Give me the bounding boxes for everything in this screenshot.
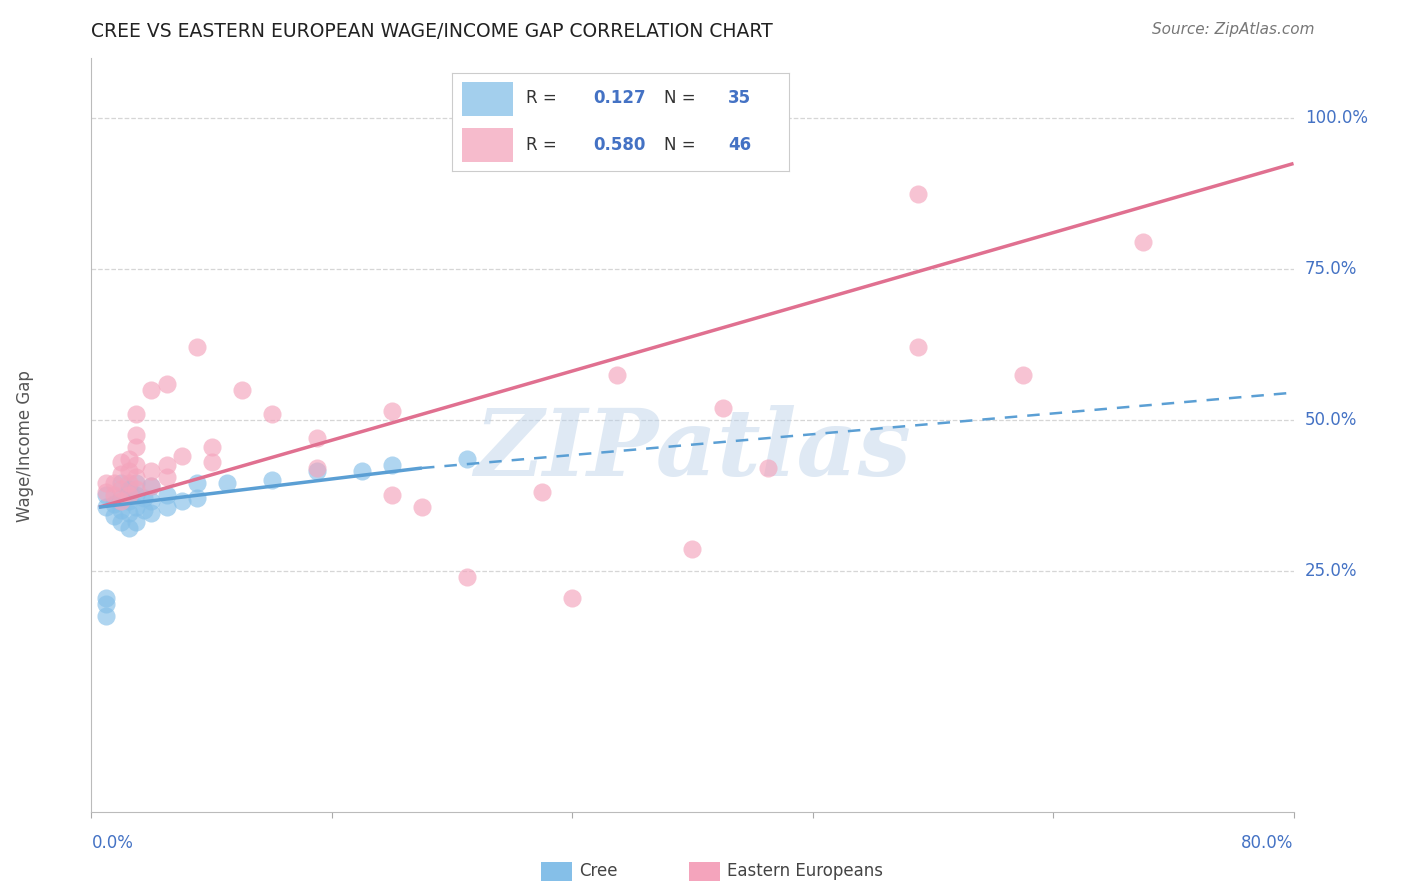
- Point: [110, 476, 132, 491]
- Point: [606, 368, 628, 382]
- Point: [118, 482, 141, 496]
- Point: [456, 569, 478, 583]
- Point: [110, 491, 132, 505]
- Point: [1132, 235, 1154, 249]
- Text: 0.0%: 0.0%: [91, 834, 134, 852]
- Point: [155, 458, 177, 472]
- Point: [118, 506, 141, 520]
- Point: [907, 340, 929, 354]
- Point: [215, 476, 238, 491]
- Point: [561, 591, 583, 605]
- Point: [305, 461, 328, 475]
- Text: Eastern Europeans: Eastern Europeans: [727, 863, 883, 880]
- Point: [125, 458, 148, 472]
- Point: [110, 516, 132, 530]
- Point: [96, 591, 118, 605]
- Point: [125, 500, 148, 515]
- Point: [170, 449, 193, 463]
- Point: [110, 494, 132, 508]
- Point: [170, 494, 193, 508]
- Point: [1012, 368, 1035, 382]
- Point: [141, 479, 163, 493]
- Point: [118, 521, 141, 535]
- Point: [141, 506, 163, 520]
- Point: [260, 473, 283, 487]
- Point: [118, 476, 141, 491]
- Point: [118, 452, 141, 467]
- Point: [155, 470, 177, 484]
- Point: [381, 458, 404, 472]
- Point: [110, 455, 132, 469]
- Text: 80.0%: 80.0%: [1241, 834, 1294, 852]
- Point: [96, 485, 118, 500]
- Text: 100.0%: 100.0%: [1305, 110, 1368, 128]
- Text: 25.0%: 25.0%: [1305, 562, 1357, 580]
- Point: [96, 500, 118, 515]
- Point: [132, 503, 155, 517]
- Text: Cree: Cree: [579, 863, 617, 880]
- Point: [125, 428, 148, 442]
- Point: [305, 464, 328, 478]
- Text: ZIPatlas: ZIPatlas: [474, 405, 911, 495]
- Point: [96, 476, 118, 491]
- Point: [103, 476, 125, 491]
- Point: [132, 491, 155, 505]
- Point: [110, 503, 132, 517]
- Text: CREE VS EASTERN EUROPEAN WAGE/INCOME GAP CORRELATION CHART: CREE VS EASTERN EUROPEAN WAGE/INCOME GAP…: [91, 22, 773, 41]
- Point: [103, 509, 125, 524]
- Point: [141, 479, 163, 493]
- Point: [155, 488, 177, 502]
- Point: [381, 488, 404, 502]
- Point: [125, 476, 148, 491]
- Point: [231, 383, 253, 397]
- Point: [350, 464, 373, 478]
- Point: [141, 494, 163, 508]
- Point: [155, 500, 177, 515]
- Point: [125, 407, 148, 421]
- Point: [141, 464, 163, 478]
- Point: [155, 376, 177, 391]
- Point: [201, 440, 224, 454]
- Point: [110, 482, 132, 496]
- Point: [103, 497, 125, 511]
- Point: [125, 488, 148, 502]
- Text: 50.0%: 50.0%: [1305, 411, 1357, 429]
- Point: [907, 186, 929, 201]
- Point: [260, 407, 283, 421]
- Point: [96, 488, 118, 502]
- Text: 75.0%: 75.0%: [1305, 260, 1357, 278]
- Point: [125, 470, 148, 484]
- Text: Source: ZipAtlas.com: Source: ZipAtlas.com: [1152, 22, 1315, 37]
- Point: [681, 542, 703, 557]
- Point: [118, 488, 141, 502]
- Point: [531, 485, 554, 500]
- Point: [381, 403, 404, 417]
- Point: [125, 482, 148, 496]
- Point: [103, 488, 125, 502]
- Point: [186, 476, 208, 491]
- Point: [305, 431, 328, 445]
- Text: Wage/Income Gap: Wage/Income Gap: [17, 370, 34, 522]
- Point: [186, 340, 208, 354]
- Point: [96, 608, 118, 623]
- Point: [711, 401, 734, 415]
- Point: [96, 597, 118, 611]
- Point: [110, 467, 132, 481]
- Point: [456, 452, 478, 467]
- Point: [411, 500, 433, 515]
- Point: [118, 494, 141, 508]
- Point: [141, 383, 163, 397]
- Point: [118, 464, 141, 478]
- Point: [756, 461, 779, 475]
- Point: [201, 455, 224, 469]
- Point: [186, 491, 208, 505]
- Point: [125, 440, 148, 454]
- Point: [125, 516, 148, 530]
